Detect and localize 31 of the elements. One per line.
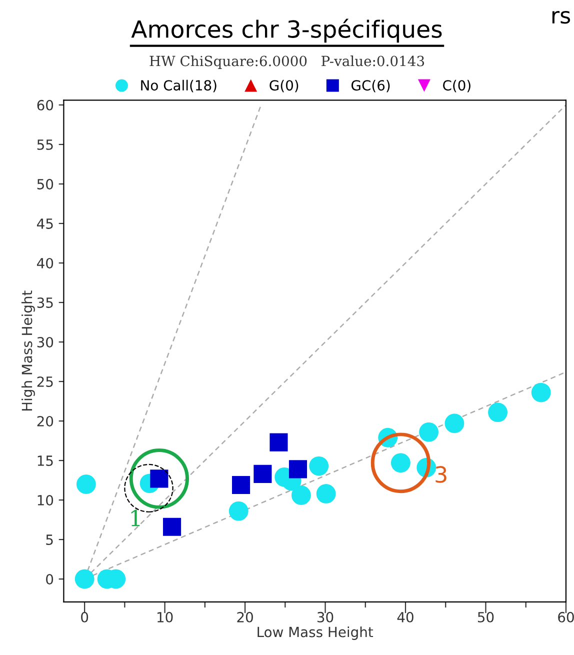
y-tick-label: 50 (37, 178, 54, 190)
y-tick-label: 10 (38, 494, 54, 506)
legend-label: No Call(18) (141, 80, 216, 92)
x-tick-label: 30 (317, 612, 334, 622)
x-axis-title: Low Mass Height (258, 626, 374, 640)
annotation: 3 (436, 466, 446, 483)
x-tick-label: 20 (237, 612, 253, 622)
legend-label: G(0) (270, 80, 298, 92)
y-tick-label: 40 (36, 258, 54, 268)
x-tick-label: 0 (81, 612, 88, 622)
y-tick-label: 35 (37, 297, 53, 308)
y-tick-label: 55 (37, 140, 53, 150)
annotation: 1 (131, 510, 140, 526)
legend-label: GC(6) (352, 80, 390, 92)
y-tick-label: 60 (37, 100, 54, 110)
legend-label: C(0) (443, 80, 470, 92)
y-axis-title: High Mass Height (21, 290, 35, 411)
y-tick-label: 20 (37, 416, 54, 426)
x-tick-label: 10 (157, 612, 173, 622)
text: rs (552, 10, 570, 24)
y-tick-label: 30 (37, 336, 54, 348)
y-tick-label: 15 (38, 456, 53, 466)
x-tick-label: 60 (558, 612, 574, 622)
y-tick-label: 45 (36, 218, 53, 229)
y-tick-label: 25 (37, 376, 53, 387)
chart-title: Amorces chr 3-spécifiques (131, 18, 442, 43)
chart-subtitle: HW ChiSquare:6.0000 P-value:0.0143 (150, 56, 424, 69)
x-tick-label: 50 (478, 612, 494, 622)
y-tick-label: 0 (46, 574, 54, 585)
x-tick-label: 40 (397, 612, 414, 622)
y-tick-label: 5 (46, 534, 53, 545)
